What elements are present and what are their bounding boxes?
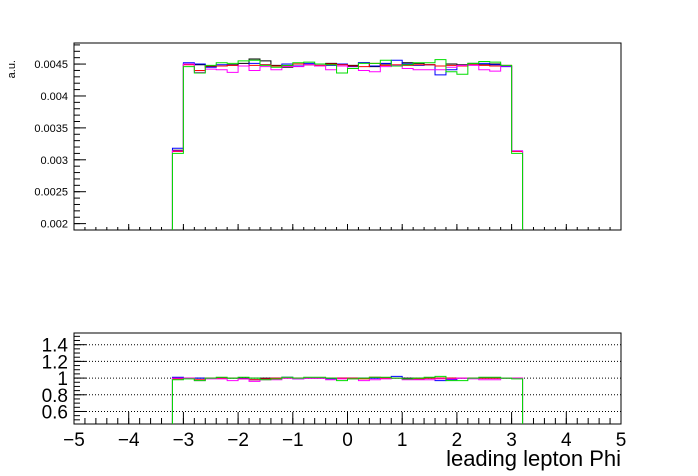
upper-series-line-3 — [171, 62, 524, 230]
ratio-y-tick-label: 0.8 — [42, 386, 68, 407]
upper-y-tick-label: 0.003 — [40, 155, 68, 167]
ratio-y-tick-label: 1.4 — [42, 336, 69, 357]
ratio-panel: 0.60.811.21.4 −5 −4 −3 −2 −1 0 1 2 3 4 5 leading l… — [42, 332, 626, 471]
upper-series-line-2 — [171, 59, 524, 230]
upper-series-line-4 — [171, 63, 524, 230]
ratio-x-tick-label: 0 — [342, 430, 353, 451]
upper-x-ticks — [73, 224, 622, 230]
upper-y-ticks: 0.002 0.0025 0.003 0.0035 0.004 0.0045 — [34, 44, 86, 231]
ratio-x-tick-label: 3 — [506, 430, 517, 451]
ratio-series-group — [171, 375, 524, 424]
ratio-y-tick-label: 1 — [57, 369, 68, 390]
upper-y-tick-label: 0.004 — [40, 91, 68, 103]
ratio-series-line-4 — [171, 377, 524, 424]
upper-series-group — [171, 58, 524, 230]
ratio-series-line-5 — [171, 375, 524, 424]
upper-y-tick-label: 0.002 — [40, 219, 68, 231]
upper-y-tick-label: 0.0025 — [34, 187, 68, 199]
upper-y-axis-label: a.u. — [6, 60, 18, 78]
upper-series-line-5 — [171, 59, 524, 230]
ratio-x-ticks: −5 −4 −3 −2 −1 0 1 2 3 4 5 — [63, 412, 626, 451]
ratio-y-tick-label: 1.2 — [42, 352, 68, 373]
ratio-x-tick-label: −4 — [118, 430, 140, 451]
ratio-y-ticks: 0.60.811.21.4 — [42, 336, 86, 423]
upper-y-tick-label: 0.0045 — [34, 59, 68, 71]
ratio-x-tick-label: −3 — [173, 430, 195, 451]
ratio-x-tick-label: −5 — [63, 430, 85, 451]
ratio-x-tick-label: −2 — [227, 430, 249, 451]
upper-series-line-1 — [171, 58, 524, 230]
upper-y-tick-label: 0.0035 — [34, 123, 68, 135]
ratio-x-tick-label: 4 — [561, 430, 572, 451]
ratio-x-tick-label: −1 — [282, 430, 304, 451]
ratio-x-tick-label: 5 — [616, 430, 627, 451]
ratio-x-tick-label: 2 — [452, 430, 463, 451]
upper-panel: a.u. 0.002 0.0025 0.003 0.0035 0.004 0.0045 — [6, 42, 622, 231]
ratio-x-tick-label: 1 — [397, 430, 408, 451]
x-axis-label: leading lepton Phi — [446, 446, 621, 471]
ratio-y-tick-label: 0.6 — [42, 402, 68, 423]
